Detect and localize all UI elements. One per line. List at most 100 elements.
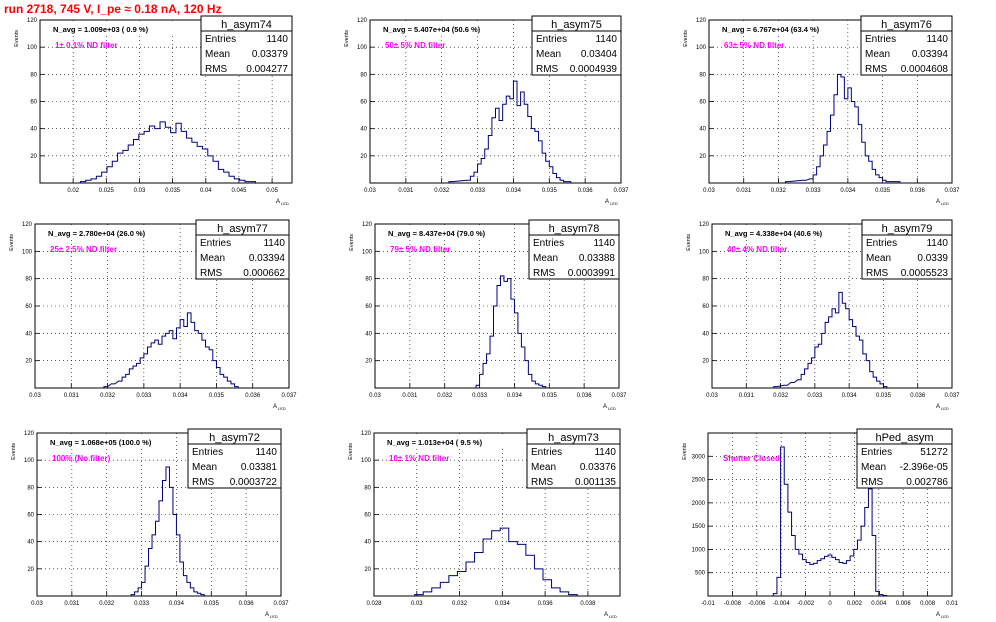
y-tick-label: 60 xyxy=(30,100,37,106)
y-tick-label: 120 xyxy=(357,18,368,24)
stats-label: RMS xyxy=(536,64,559,75)
x-tick-label: 0.033 xyxy=(472,393,488,399)
x-tick-label: 0.032 xyxy=(100,393,116,399)
y-tick-label: 80 xyxy=(25,277,32,283)
y-tick-label: 40 xyxy=(30,127,37,133)
y-tick-label: 20 xyxy=(27,567,34,573)
y-tick-label: 100 xyxy=(362,249,373,255)
y-tick-label: 1000 xyxy=(692,547,706,553)
stats-box xyxy=(200,15,293,76)
y-axis-label: Events xyxy=(683,30,689,47)
stats-label: Entries xyxy=(192,447,223,458)
stats-label: Mean xyxy=(205,49,230,60)
page-title: run 2718, 745 V, I_pe ≈ 0.18 nA, 120 Hz xyxy=(4,2,222,16)
x-axis-label-sub: LED xyxy=(270,614,278,619)
x-axis-label-sub: LED xyxy=(941,201,949,206)
stats-value: 0.0004939 xyxy=(570,64,618,75)
x-tick-label: 0.034 xyxy=(169,601,185,607)
histogram-title: h_asym75 xyxy=(551,19,602,31)
x-tick-label: 0.05 xyxy=(266,188,278,194)
histogram-line xyxy=(130,466,205,596)
stats-value: 0.0005523 xyxy=(901,268,949,279)
y-tick-label: 20 xyxy=(702,359,709,365)
y-tick-label: 60 xyxy=(360,100,367,106)
x-tick-label: -0.006 xyxy=(748,601,766,607)
x-tick-label: 0.031 xyxy=(739,393,755,399)
stats-label: RMS xyxy=(205,64,228,75)
histogram-panel-hPed_asym: -0.01 -0.008 -0.006 -0.004 -0.002 0 0.002 0.004… xyxy=(682,428,958,619)
navg-label: N_avg = 5.407e+04 (50.6 %) xyxy=(383,25,481,34)
x-tick-label: 0.037 xyxy=(944,393,960,399)
filter-label: 79± 5% ND filter xyxy=(390,245,450,254)
stats-value: 0.03394 xyxy=(249,253,286,264)
stats-value: 0.03376 xyxy=(580,462,617,473)
histogram-line xyxy=(772,446,888,597)
x-tick-label: 0.038 xyxy=(580,601,596,607)
x-tick-label: 0.025 xyxy=(99,188,115,194)
x-tick-label: 0.03 xyxy=(134,188,146,194)
y-tick-label: 80 xyxy=(365,277,372,283)
histogram-panel-h_asym78: 0.03 0.031 0.032 0.033 0.034 0.035 0.036 0.037 2… xyxy=(349,219,627,411)
x-tick-label: 0.033 xyxy=(806,188,822,194)
stats-label: Mean xyxy=(200,253,225,264)
stats-value: 1140 xyxy=(263,238,285,249)
histogram-title: h_asym77 xyxy=(217,223,268,235)
y-tick-label: 2500 xyxy=(692,478,706,484)
y-tick-label: 60 xyxy=(699,100,706,106)
navg-box xyxy=(38,226,168,239)
x-tick-label: 0.035 xyxy=(876,393,892,399)
filter-label: Shutter Closed xyxy=(723,454,780,463)
stats-label: Mean xyxy=(861,462,886,473)
x-tick-label: 0.037 xyxy=(281,393,297,399)
x-tick-label: 0.008 xyxy=(920,601,936,607)
x-tick-label: 0.031 xyxy=(64,601,80,607)
x-axis-label-sub: LED xyxy=(608,406,616,411)
stats-value: 1140 xyxy=(595,34,617,45)
y-tick-label: 80 xyxy=(360,72,367,78)
x-tick-label: 0.034 xyxy=(173,393,189,399)
histogram-panel-h_asym79: 0.03 0.031 0.032 0.033 0.034 0.035 0.036 0.037 2… xyxy=(686,219,960,411)
y-tick-label: 100 xyxy=(361,458,372,464)
navg-box xyxy=(715,226,845,239)
stats-value: -2.396e-05 xyxy=(900,462,949,473)
stats-value: 0.03394 xyxy=(912,49,949,60)
histogram-panel-h_asym74: 0.02 0.025 0.03 0.035 0.04 0.045 0.05 20 40 60 80 1… xyxy=(14,15,293,206)
stats-label: Mean xyxy=(866,253,891,264)
stats-box xyxy=(861,219,953,280)
stats-value: 0.0003991 xyxy=(568,268,616,279)
stats-value: 51272 xyxy=(920,447,948,458)
y-tick-label: 120 xyxy=(696,18,707,24)
stats-value: 0.0003722 xyxy=(230,477,278,488)
histogram-line xyxy=(448,80,572,183)
x-tick-label: 0.035 xyxy=(209,393,225,399)
x-axis-label: A xyxy=(936,404,940,410)
x-tick-label: 0.028 xyxy=(366,601,382,607)
y-tick-label: 100 xyxy=(696,45,707,51)
y-tick-label: 80 xyxy=(364,485,371,491)
y-tick-label: 20 xyxy=(25,359,32,365)
stats-value: 1140 xyxy=(266,34,288,45)
y-tick-label: 100 xyxy=(24,458,35,464)
histogram-title: h_asym72 xyxy=(209,432,260,444)
y-tick-label: 100 xyxy=(357,45,368,51)
x-tick-label: 0.036 xyxy=(239,601,255,607)
stats-value: 0.03381 xyxy=(241,462,278,473)
stats-label: RMS xyxy=(865,64,888,75)
stats-value: 0.03404 xyxy=(581,49,618,60)
x-tick-label: 0.032 xyxy=(434,188,450,194)
y-tick-label: 120 xyxy=(362,222,373,228)
x-tick-label: 0.032 xyxy=(437,393,453,399)
x-tick-label: -0.008 xyxy=(724,601,742,607)
histogram-title: h_asym74 xyxy=(221,19,272,31)
navg-label: N_avg = 6.767e+04 (63.4 %) xyxy=(722,25,820,34)
filter-label: 63± 5% ND filter xyxy=(724,41,784,50)
x-tick-label: 0.033 xyxy=(807,393,823,399)
x-tick-label: 0.032 xyxy=(99,601,115,607)
y-tick-label: 40 xyxy=(365,331,372,337)
filter-label: 25± 2.5% ND filter xyxy=(50,245,117,254)
y-tick-label: 500 xyxy=(695,571,706,577)
y-tick-label: 120 xyxy=(361,431,372,437)
y-axis-label: Events xyxy=(14,30,20,47)
x-axis-label-sub: LED xyxy=(281,201,289,206)
filter-label: 1± 0.1% ND filter xyxy=(55,41,118,50)
